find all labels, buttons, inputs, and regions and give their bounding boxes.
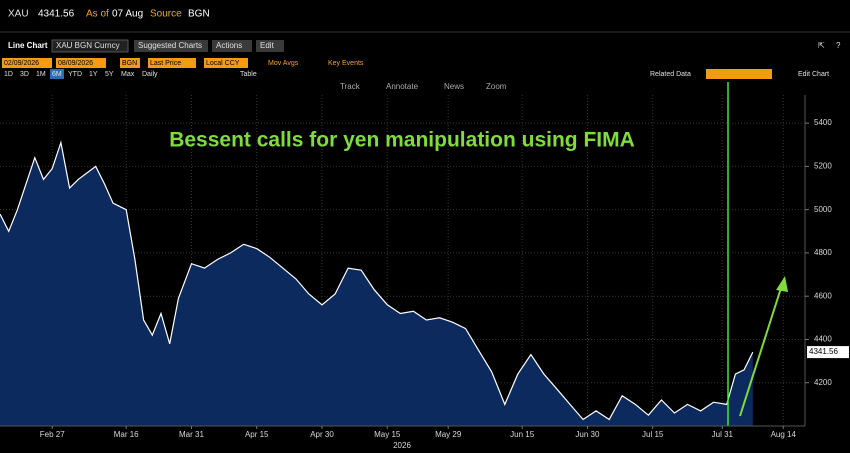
y-tick-label: 4400 [814,335,832,344]
security-box[interactable] [51,39,129,53]
menu-button[interactable] [212,40,252,52]
end-date-field[interactable] [56,58,106,68]
tool[interactable]: Zoom [486,82,507,91]
period[interactable]: 5Y [105,71,114,78]
y-tick-label: 4800 [814,248,832,257]
related-data[interactable]: Related Data [650,71,691,78]
x-tick-label: Jun 30 [575,430,600,439]
period[interactable]: 1M [36,71,46,78]
source-setting: BGN [122,60,137,67]
chart-type: Line Chart [8,41,48,50]
arrow-head [776,276,788,292]
as-of-label: As of [86,9,109,20]
field-setting: Last Price [150,60,181,67]
y-tick-label: 4200 [814,378,832,387]
x-tick-label: Mar 31 [179,430,204,439]
ticker: XAU [8,9,29,20]
period[interactable]: Daily [142,71,158,78]
y-tick-label: 5000 [814,205,832,214]
menu-button[interactable] [256,40,284,52]
area [0,142,753,426]
period[interactable]: YTD [68,71,82,78]
x-tick-label: Jul 15 [642,430,664,439]
source-label: Source [150,9,182,20]
menu-button[interactable] [134,40,208,52]
period[interactable]: 1D [4,71,13,78]
key-events[interactable]: Key Events [328,60,364,67]
menu: Suggested Charts [138,41,202,50]
price-tag [807,346,849,359]
source-field[interactable] [120,58,140,68]
period[interactable]: 1Y [89,71,98,78]
x-tick-label: Apr 30 [310,430,334,439]
y-tick-label: 5400 [814,118,832,127]
related-field[interactable] [706,69,772,79]
tool-bar: Track Annotate News Zoom [340,82,507,91]
x-tick-label: Feb 27 [40,430,65,439]
period[interactable]: 3D [20,71,29,78]
icon[interactable]: ? [836,41,841,50]
source: BGN [188,9,210,20]
as-of-date: 07 Aug [112,9,143,20]
security: XAU BGN Curncy [56,41,120,50]
line [0,140,754,421]
menu: Edit [260,41,275,50]
x-tick-label: Apr 15 [245,430,269,439]
period-selected [50,69,64,79]
marks [0,140,754,426]
edit-chart[interactable]: Edit Chart [798,71,829,78]
mov-avgs[interactable]: Mov Avgs [268,60,299,67]
arrow-shaft [739,284,783,417]
table[interactable]: Table [240,71,257,78]
currency-setting: Local CCY [206,60,240,67]
start-date-field[interactable] [2,58,52,68]
tool[interactable]: News [444,82,464,91]
x-tick-label: Aug 14 [771,430,797,439]
field-field[interactable] [148,58,196,68]
currency-field[interactable] [204,58,248,68]
period[interactable]: Max [121,71,135,78]
end-date: 08/09/2026 [58,60,93,67]
period[interactable]: 6M [52,71,62,78]
y-tick-label: 5200 [814,162,832,171]
x-tick-label: Jul 31 [712,430,734,439]
annotation: Bessent calls for yen manipulation using… [169,129,635,152]
icon[interactable]: ⇱ [818,41,825,50]
last-price: 4341.56 [38,9,75,20]
tool[interactable]: Track [340,82,361,91]
y-tick-label: 4600 [814,291,832,300]
start-date: 02/09/2026 [4,60,39,67]
period-bar: 1D 3D 1M 6M YTD 1Y 5Y Max Daily [4,69,158,79]
menu: Actions [216,41,242,50]
x-tick-label: May 15 [374,430,401,439]
x-tick-label: Jun 15 [510,430,535,439]
x-tick-label: Mar 16 [114,430,139,439]
price-tag-label: 4341.56 [809,347,838,356]
tool[interactable]: Annotate [386,82,419,91]
x-tick-label: May 29 [435,430,462,439]
year-label: 2026 [393,441,411,450]
